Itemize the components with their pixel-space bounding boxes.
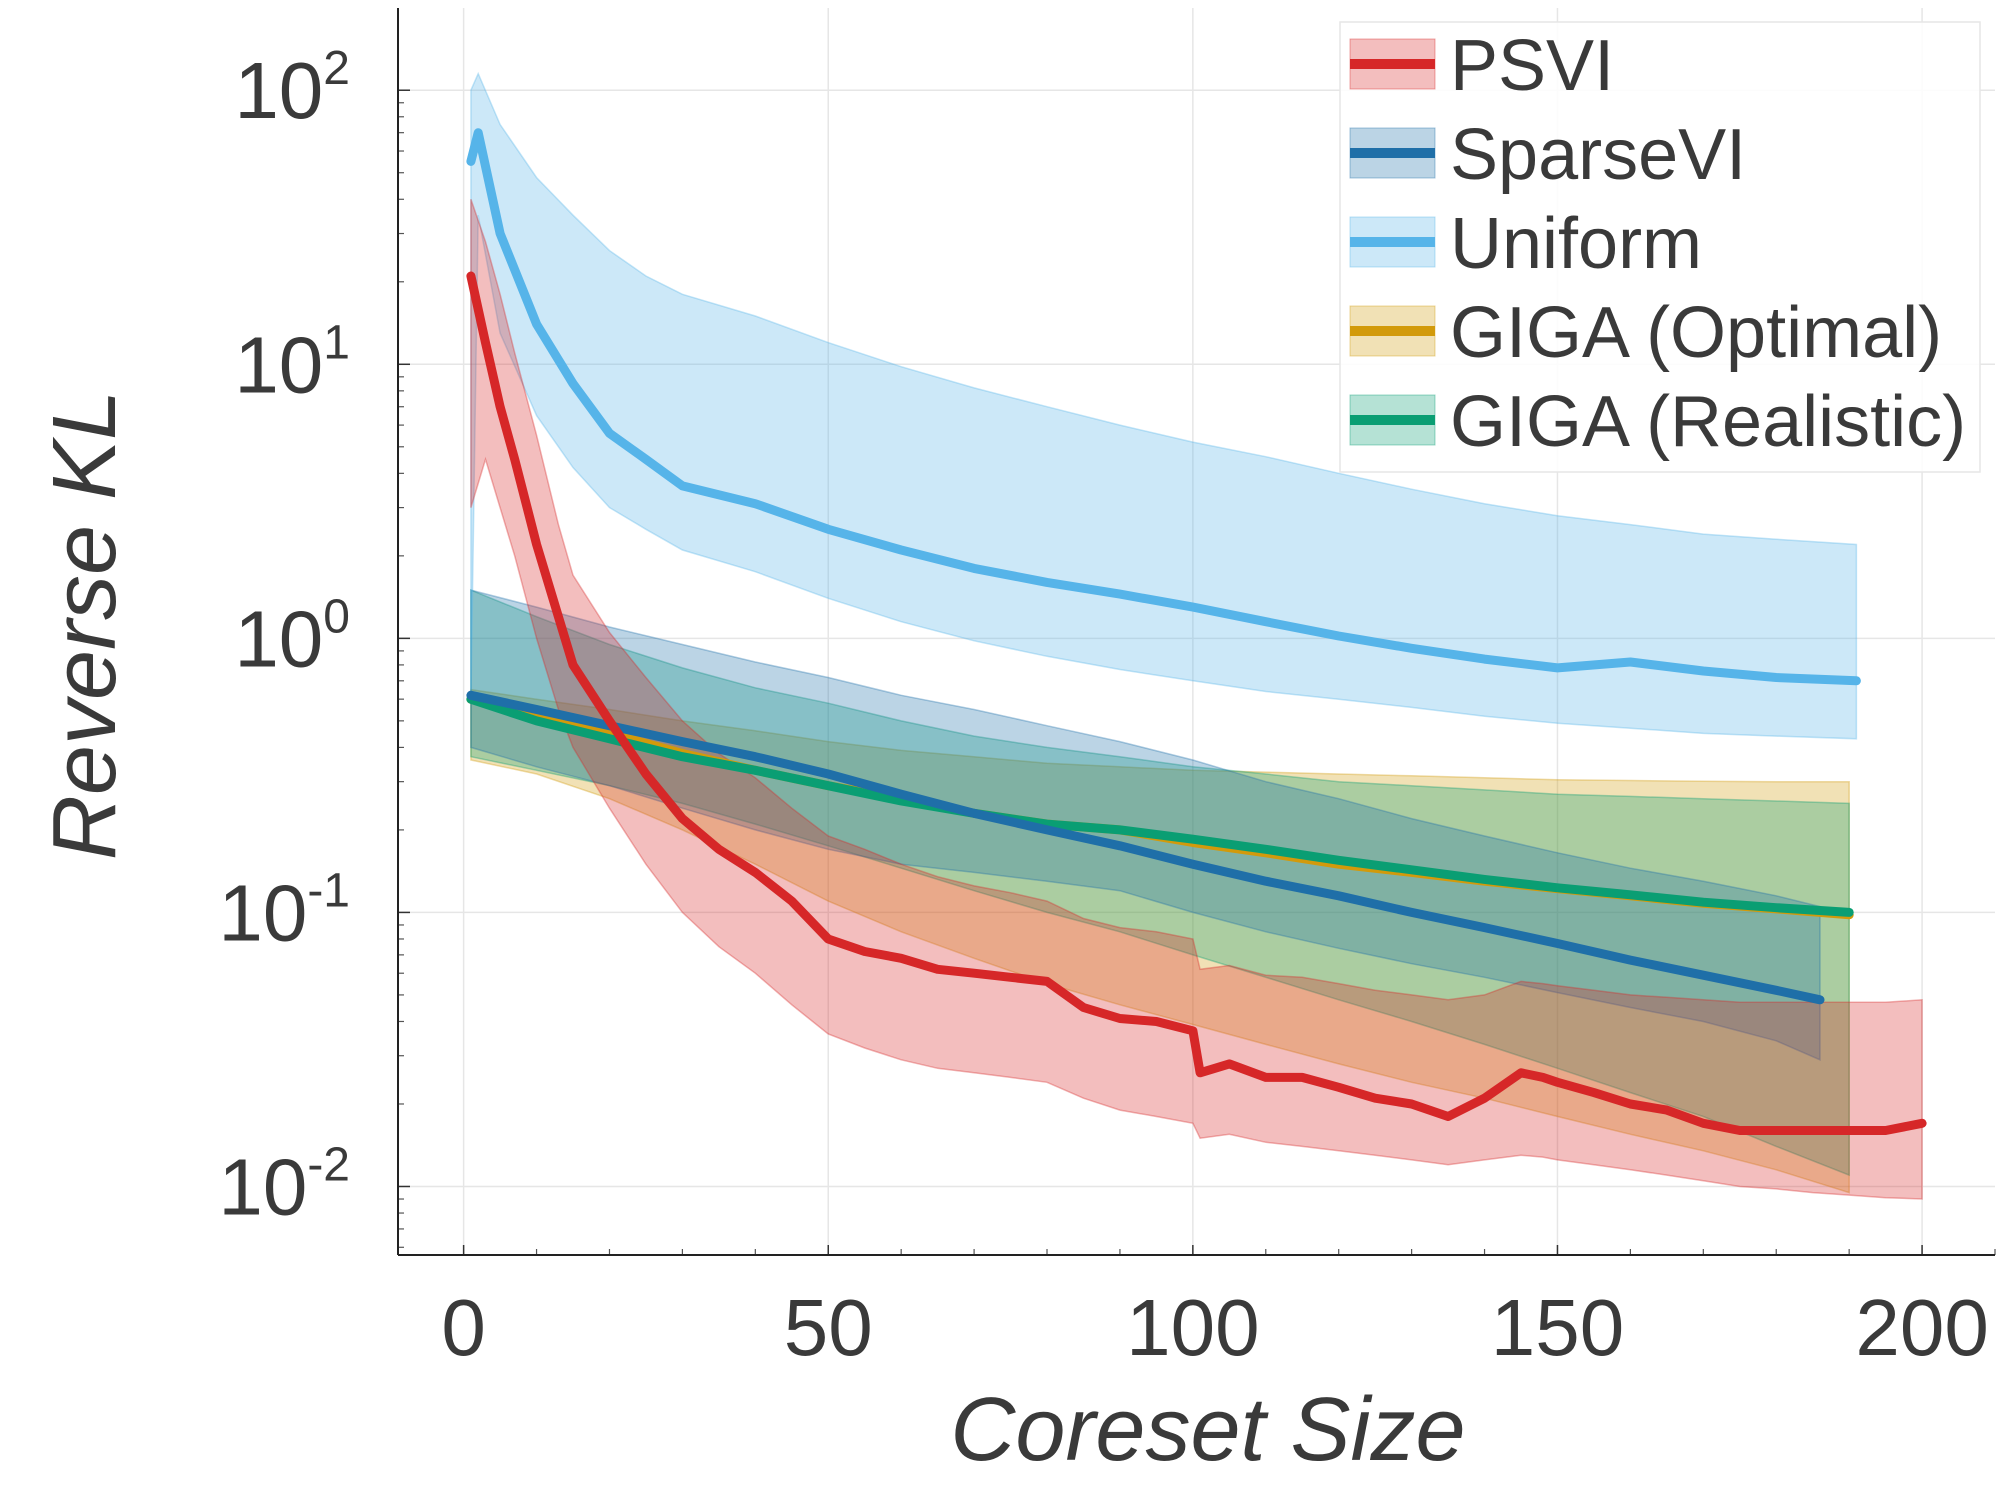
legend-label-giga_opt: GIGA (Optimal) xyxy=(1450,293,1942,373)
band-sparsevi xyxy=(470,589,1821,1061)
x-tick-label: 0 xyxy=(441,1283,486,1372)
series-lines xyxy=(466,128,1927,1135)
line-sparsevi xyxy=(466,690,1825,1005)
band-psvi xyxy=(470,199,1923,1200)
y-tick-label: 10-1 xyxy=(218,864,350,957)
x-tick-label: 150 xyxy=(1491,1283,1624,1372)
line-psvi xyxy=(466,271,1927,1135)
y-tick-label: 10-2 xyxy=(218,1138,350,1231)
tick-labels: 0 50 100 150 200 102 101 100 10-1 10-2 xyxy=(218,42,1988,1372)
y-tick-label: 102 xyxy=(234,42,350,135)
legend-label-giga_real: GIGA (Realistic) xyxy=(1450,382,1966,462)
legend-label-sparsevi: SparseVI xyxy=(1450,115,1746,195)
y-axis-title: Reverse KL xyxy=(35,390,135,860)
band-giga_real xyxy=(470,588,1850,1177)
legend-box xyxy=(1339,21,1981,473)
x-axis-title: Coreset Size xyxy=(950,1380,1465,1480)
y-tick-label: 100 xyxy=(234,590,350,683)
x-tick-label: 100 xyxy=(1126,1283,1259,1372)
legend-label-uniform: Uniform xyxy=(1450,204,1702,284)
axes xyxy=(397,8,1996,1256)
y-tick-label: 101 xyxy=(234,316,350,409)
legend-label-psvi: PSVI xyxy=(1450,26,1614,106)
x-tick-label: 50 xyxy=(784,1283,873,1372)
legend: PSVI SparseVI Uniform GIGA (Optimal) GIGA (R… xyxy=(1339,21,1981,473)
band-giga_opt xyxy=(470,688,1850,1194)
band-uniform xyxy=(470,71,1858,740)
line-giga_real xyxy=(466,694,1854,917)
confidence-bands xyxy=(470,71,1923,1200)
grid-lines xyxy=(398,8,1995,1255)
x-tick-label: 200 xyxy=(1855,1283,1988,1372)
line-uniform xyxy=(466,128,1861,686)
